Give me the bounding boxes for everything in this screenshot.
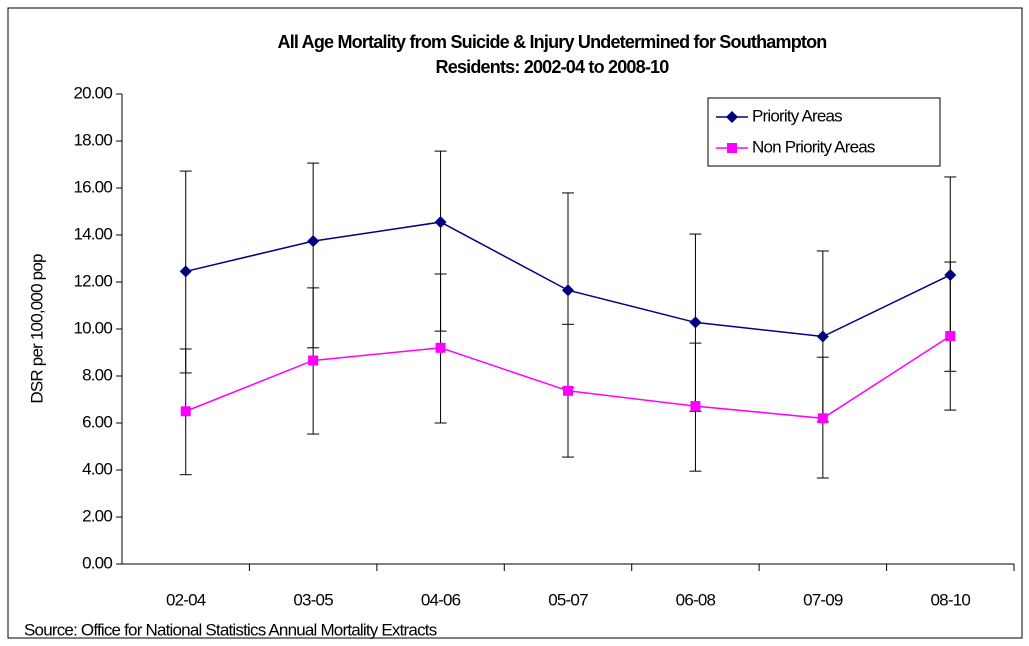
y-tick-label: 0.00 (82, 553, 112, 572)
data-point (690, 401, 701, 412)
x-tick-label: 03-05 (293, 590, 333, 609)
y-tick-label: 16.00 (73, 177, 112, 196)
x-tick-label: 08-10 (931, 590, 971, 609)
data-point (179, 265, 192, 278)
data-point (945, 331, 956, 342)
data-point (563, 385, 573, 396)
data-point (308, 355, 319, 366)
data-point (689, 316, 702, 329)
data-point (817, 413, 828, 424)
y-tick-label: 2.00 (82, 506, 112, 525)
data-point (435, 342, 446, 353)
y-axis-label: DSR per 100,000 pop (27, 254, 46, 404)
y-tick-label: 6.00 (82, 412, 112, 431)
y-tick-label: 10.00 (73, 318, 112, 337)
y-tick-label: 14.00 (73, 224, 112, 243)
legend-marker (726, 111, 738, 123)
data-point (944, 268, 957, 281)
chart-title: Residents: 2002-04 to 2008-10 (436, 57, 670, 77)
data-point (434, 216, 447, 229)
y-tick-label: 18.00 (73, 130, 112, 149)
y-tick-label: 12.00 (73, 271, 112, 290)
data-point (816, 330, 829, 343)
source-note: Source: Office for National Statistics A… (24, 620, 437, 639)
y-tick-label: 8.00 (82, 365, 112, 384)
x-tick-label: 07-09 (803, 590, 843, 609)
legend-label: Priority Areas (752, 106, 842, 125)
chart-title: All Age Mortality from Suicide & Injury … (278, 32, 827, 52)
x-tick-label: 02-04 (166, 590, 206, 609)
data-point (180, 406, 191, 417)
legend-label: Non Priority Areas (752, 137, 875, 156)
legend-marker (727, 143, 737, 153)
x-tick-label: 06-08 (676, 590, 716, 609)
y-tick-label: 20.00 (73, 83, 112, 102)
data-point (307, 235, 320, 248)
x-tick-label: 04-06 (421, 590, 461, 609)
x-tick-label: 05-07 (548, 590, 588, 609)
legend-box (707, 97, 941, 167)
y-tick-label: 4.00 (82, 459, 112, 478)
data-point (562, 284, 574, 297)
